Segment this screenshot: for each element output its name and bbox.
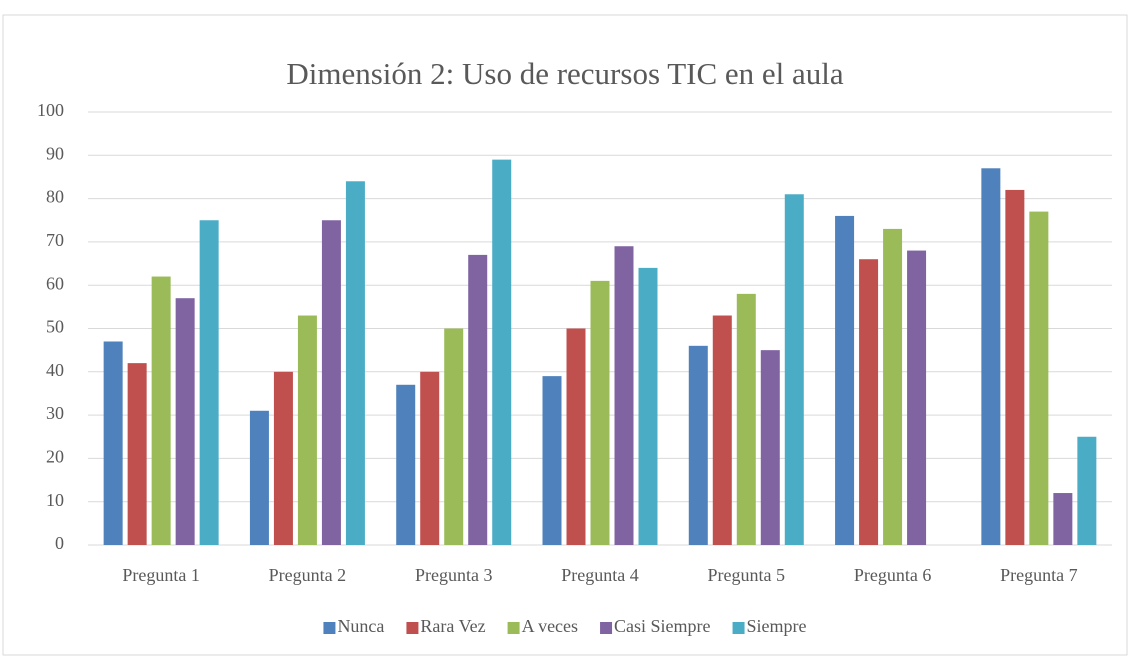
y-tick-label: 70 bbox=[46, 230, 64, 250]
bar bbox=[883, 228, 903, 545]
bar bbox=[151, 276, 171, 545]
bar bbox=[468, 254, 488, 545]
bar bbox=[297, 315, 317, 545]
bar bbox=[1053, 493, 1073, 545]
legend-swatch bbox=[732, 622, 745, 634]
bar bbox=[590, 280, 610, 545]
bar bbox=[1077, 436, 1097, 545]
bar bbox=[444, 328, 464, 545]
bar bbox=[784, 194, 804, 545]
y-tick-label: 90 bbox=[46, 143, 64, 163]
x-tick-label: Pregunta 7 bbox=[1000, 565, 1077, 585]
bar bbox=[859, 259, 879, 545]
bar bbox=[103, 341, 123, 545]
bar bbox=[760, 350, 780, 545]
y-tick-label: 80 bbox=[46, 187, 64, 207]
bar bbox=[492, 159, 512, 545]
bar bbox=[249, 410, 269, 545]
legend-label: Rara Vez bbox=[420, 616, 485, 636]
bar bbox=[345, 181, 365, 545]
bar bbox=[835, 215, 855, 546]
bar bbox=[420, 371, 440, 545]
bar bbox=[127, 363, 147, 545]
bar bbox=[199, 220, 219, 545]
chart-title: Dimensión 2: Uso de recursos TIC en el a… bbox=[286, 56, 844, 91]
bar bbox=[638, 267, 658, 545]
y-tick-label: 30 bbox=[46, 403, 64, 423]
bar bbox=[614, 246, 634, 546]
y-tick-label: 10 bbox=[46, 490, 64, 510]
legend-label: Siempre bbox=[747, 616, 807, 636]
bar bbox=[981, 168, 1001, 546]
y-tick-label: 20 bbox=[46, 447, 64, 467]
bar bbox=[907, 250, 927, 545]
bar bbox=[566, 328, 586, 545]
legend-label: Nunca bbox=[337, 616, 384, 636]
y-tick-label: 0 bbox=[55, 533, 64, 553]
x-tick-label: Pregunta 3 bbox=[415, 565, 492, 585]
y-tick-label: 50 bbox=[46, 317, 64, 337]
bar bbox=[1029, 211, 1049, 545]
legend-label: A veces bbox=[522, 616, 578, 636]
x-tick-label: Pregunta 2 bbox=[269, 565, 346, 585]
bar bbox=[542, 376, 562, 545]
bar bbox=[396, 384, 416, 545]
bar bbox=[736, 293, 756, 545]
bar bbox=[1005, 189, 1025, 545]
x-tick-label: Pregunta 4 bbox=[561, 565, 638, 585]
y-tick-label: 100 bbox=[37, 100, 64, 120]
legend-label: Casi Siempre bbox=[614, 616, 711, 636]
bar bbox=[273, 371, 293, 545]
y-tick-label: 40 bbox=[46, 360, 64, 380]
x-tick-label: Pregunta 1 bbox=[122, 565, 199, 585]
bar bbox=[321, 220, 341, 545]
y-tick-label: 60 bbox=[46, 273, 64, 293]
legend-swatch bbox=[323, 622, 336, 634]
bar bbox=[175, 298, 195, 545]
legend-swatch bbox=[507, 622, 520, 634]
chart-border bbox=[2, 14, 1128, 656]
legend-swatch bbox=[600, 622, 613, 634]
x-tick-label: Pregunta 6 bbox=[854, 565, 931, 585]
x-tick-label: Pregunta 5 bbox=[708, 565, 785, 585]
legend-swatch bbox=[406, 622, 419, 634]
bar bbox=[712, 315, 732, 545]
bar bbox=[688, 345, 708, 545]
